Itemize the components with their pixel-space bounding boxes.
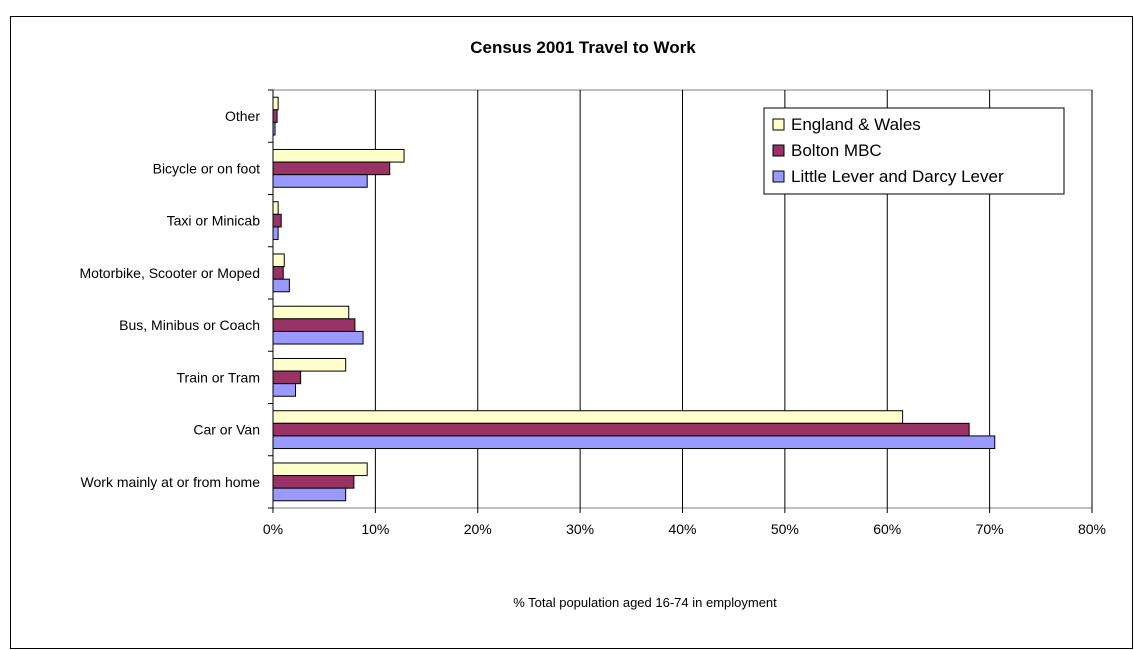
y-tick-label: Taxi or Minicab: [167, 213, 261, 229]
bar: [272, 305, 350, 320]
bar: [272, 161, 391, 176]
x-tick-label: 50%: [771, 521, 799, 537]
bar: [272, 357, 347, 372]
x-tick-label: 30%: [566, 521, 594, 537]
x-tick-label: 80%: [1078, 521, 1106, 537]
bar: [272, 109, 278, 123]
bar: [272, 174, 368, 188]
bar: [272, 318, 356, 332]
x-tick-label: 60%: [873, 521, 901, 537]
x-tick-label: 20%: [464, 521, 492, 537]
bar: [272, 121, 276, 136]
y-tick-label: Train or Tram: [177, 369, 261, 385]
bar: [272, 487, 347, 502]
legend-label: Bolton MBC: [791, 141, 882, 160]
chart-title: Census 2001 Travel to Work: [470, 38, 696, 57]
bar: [272, 96, 279, 111]
bar: [272, 253, 285, 268]
bar: [272, 370, 302, 385]
bar: [272, 410, 904, 424]
x-tick-label: 40%: [668, 521, 696, 537]
bar: [272, 462, 368, 477]
x-axis-label: % Total population aged 16-74 in employm…: [513, 595, 777, 610]
x-tick-label: 0%: [263, 521, 283, 537]
bar: [272, 226, 279, 241]
y-tick-label: Bus, Minibus or Coach: [119, 317, 260, 333]
legend-swatch: [772, 118, 785, 131]
bar: [272, 201, 279, 215]
bar: [272, 213, 282, 228]
y-tick-label: Car or Van: [193, 422, 260, 438]
bar: [272, 383, 297, 397]
legend-box: [763, 107, 1065, 195]
legend: England & Wales Bolton MBC Little Lever an…: [763, 107, 1065, 195]
y-tick-label: Work mainly at or from home: [81, 474, 261, 490]
bar: [272, 475, 355, 489]
legend-label: Little Lever and Darcy Lever: [791, 167, 1004, 186]
bar: [272, 278, 290, 293]
bar: [272, 148, 405, 163]
y-tick-label: Motorbike, Scooter or Moped: [79, 265, 260, 281]
legend-swatch: [772, 144, 785, 157]
x-tick-label: 10%: [361, 521, 389, 537]
y-tick-label: Other: [225, 108, 260, 124]
bar: [272, 422, 970, 437]
y-tick-label: Bicycle or on foot: [153, 160, 260, 176]
bar: [272, 266, 284, 280]
bar: [272, 330, 364, 345]
legend-swatch: [772, 170, 785, 183]
legend-label: England & Wales: [791, 115, 921, 134]
bar: [272, 435, 996, 450]
plot-area: 0% 10% 20% 30% 40% 50% 60% 70% 80% Work mainly at…: [79, 89, 1106, 537]
x-tick-label: 70%: [976, 521, 1004, 537]
